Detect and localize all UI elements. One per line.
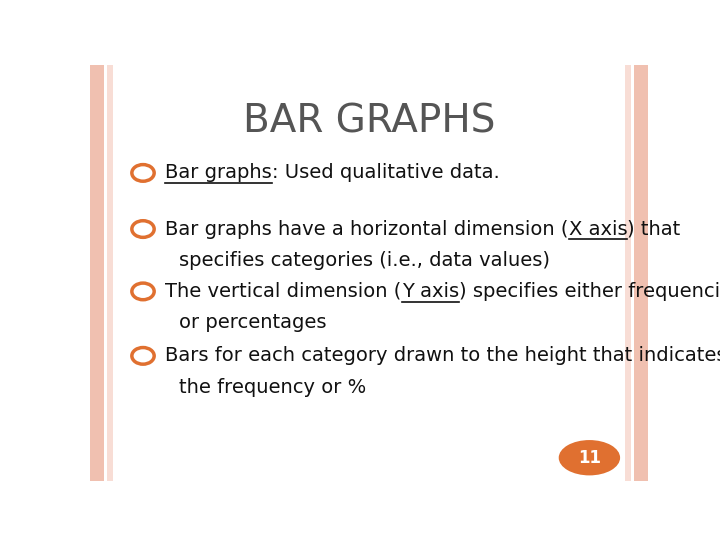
- Text: specifies categories (i.e., data values): specifies categories (i.e., data values): [179, 251, 550, 269]
- Text: ) that: ) that: [627, 220, 680, 239]
- Text: ) specifies either frequencies: ) specifies either frequencies: [459, 282, 720, 301]
- Text: BAR GRAPHS: BAR GRAPHS: [243, 102, 495, 140]
- Text: 11: 11: [578, 449, 601, 467]
- Text: The vertical dimension (: The vertical dimension (: [166, 282, 402, 301]
- Text: Bar graphs: Bar graphs: [166, 164, 272, 183]
- Bar: [90, 65, 104, 481]
- Text: : Used qualitative data.: : Used qualitative data.: [272, 164, 500, 183]
- Ellipse shape: [559, 440, 620, 475]
- Bar: [625, 65, 631, 481]
- Text: Bar graphs have a horizontal dimension (: Bar graphs have a horizontal dimension (: [166, 220, 569, 239]
- Text: Bars for each category drawn to the height that indicates: Bars for each category drawn to the heig…: [166, 346, 720, 366]
- Text: the frequency or %: the frequency or %: [179, 377, 366, 396]
- Bar: [634, 65, 648, 481]
- Text: or percentages: or percentages: [179, 313, 327, 332]
- Bar: [107, 65, 113, 481]
- Text: Y axis: Y axis: [402, 282, 459, 301]
- Text: X axis: X axis: [569, 220, 627, 239]
